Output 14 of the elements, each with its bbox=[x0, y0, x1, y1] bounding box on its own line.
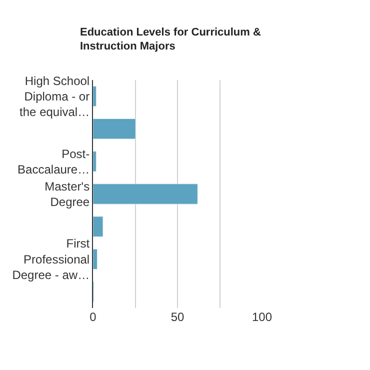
y-tick-label: Master's Degree bbox=[44, 179, 90, 209]
bar bbox=[93, 216, 104, 237]
bar bbox=[93, 86, 96, 107]
y-tick-label: Post- Baccalaure… bbox=[18, 146, 90, 176]
x-tick-label: 50 bbox=[170, 310, 184, 324]
y-tick-label: High School Diploma - or the equival… bbox=[20, 74, 90, 120]
bar bbox=[93, 118, 136, 140]
bar bbox=[93, 151, 96, 172]
x-tick-label: 100 bbox=[252, 310, 272, 324]
x-tick-label: 0 bbox=[90, 310, 97, 324]
y-tick-label: First Professional Degree - aw… bbox=[12, 236, 90, 282]
bar bbox=[93, 248, 98, 270]
chart-title: Education Levels for Curriculum & Instruction Majors bbox=[80, 26, 261, 53]
bar bbox=[93, 184, 198, 204]
